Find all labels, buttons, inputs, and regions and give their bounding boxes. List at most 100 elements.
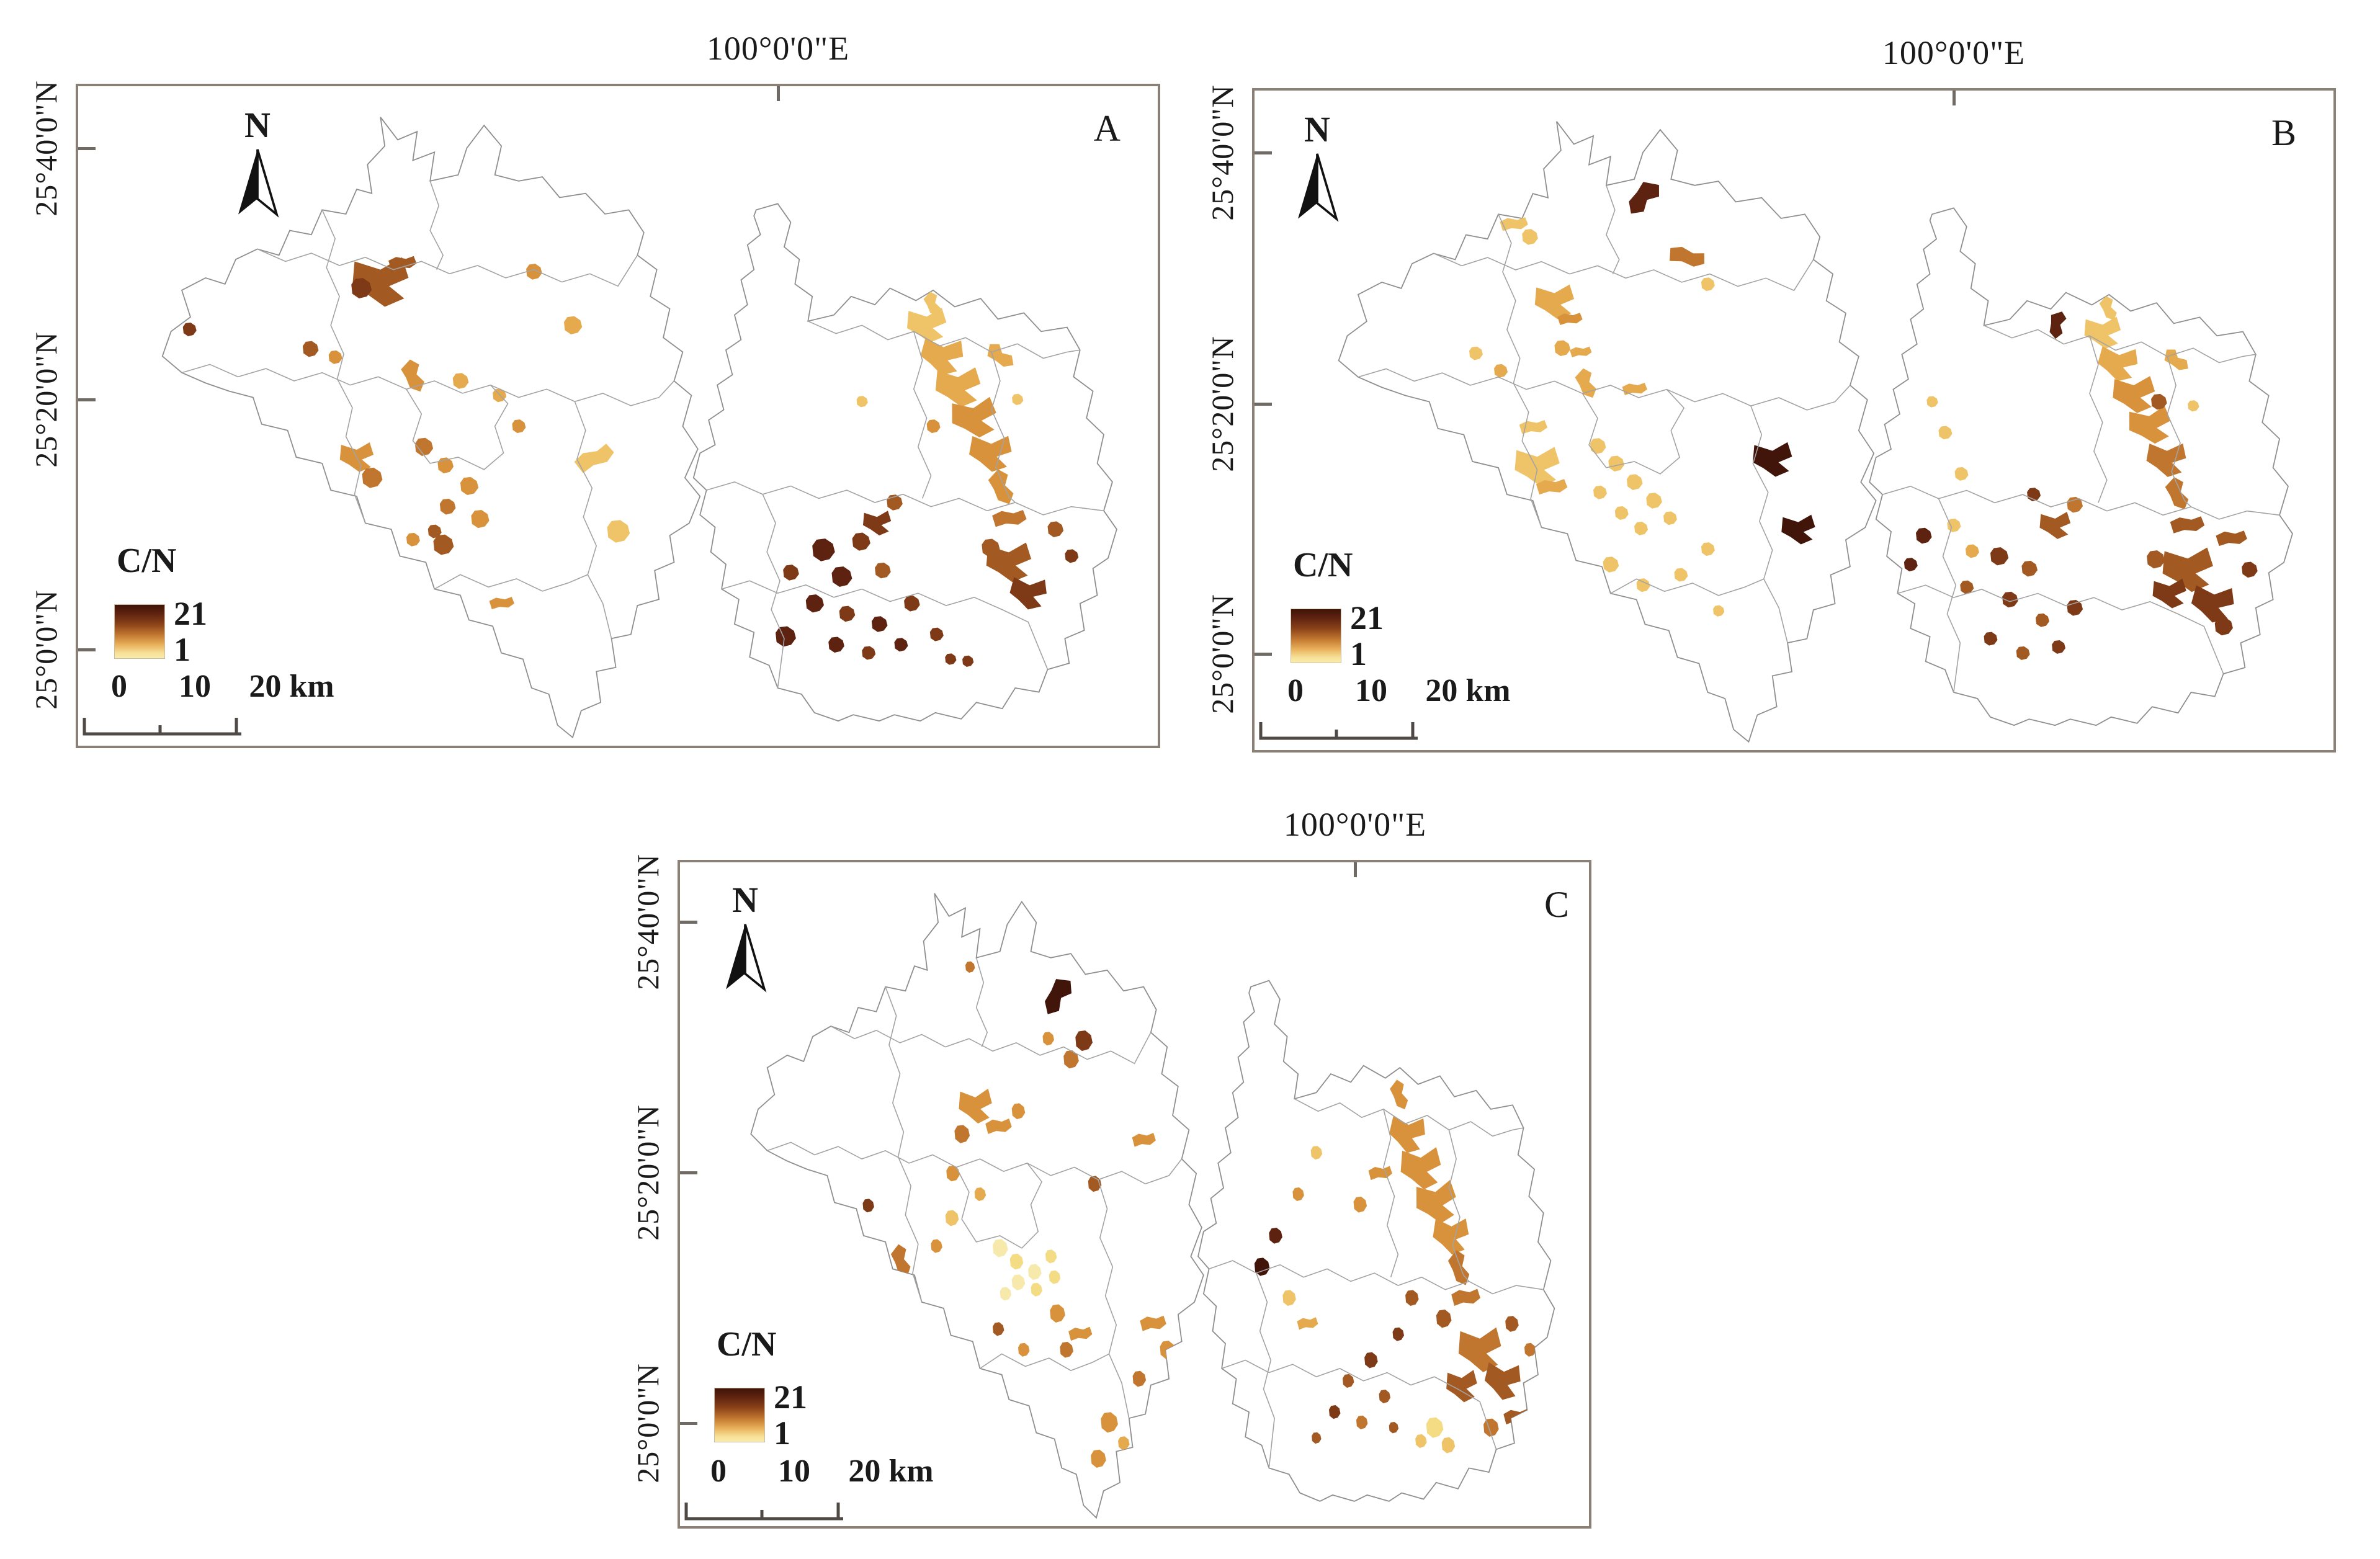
latitude-label-mid: 25°20'0"N <box>1205 336 1240 472</box>
cn-patch <box>1406 1034 1435 1071</box>
county-boundary-line <box>1498 214 1520 383</box>
county-boundary-line <box>1358 369 1850 409</box>
county-boundary-line <box>434 574 588 591</box>
county-boundary-line <box>338 379 365 524</box>
cn-patch <box>341 582 360 601</box>
legend-min-value: 1 <box>1350 635 1367 672</box>
latitude-label-mid: 25°20'0"N <box>29 331 63 468</box>
cn-patch <box>254 455 285 483</box>
legend-min-value: 1 <box>774 1414 790 1452</box>
county-boundary-line <box>1222 1360 1496 1450</box>
county-boundary-line <box>575 401 611 638</box>
county-boundary-line <box>956 1163 1042 1248</box>
county-boundary-line <box>322 210 344 378</box>
cn-patch <box>257 494 278 515</box>
county-boundary-line <box>1256 1273 1274 1468</box>
scale-label-0: 0 <box>710 1454 727 1489</box>
cn-legend: C/N 21 1 <box>1291 545 1477 688</box>
north-arrow-icon <box>1298 153 1339 222</box>
cn-patch <box>389 579 405 596</box>
scale-label-20km: 20 km <box>1425 673 1511 708</box>
county-boundary-line <box>1984 326 2256 363</box>
latitude-label-mid: 25°20'0"N <box>630 1104 665 1241</box>
legend-title: C/N <box>1293 546 1353 584</box>
county-region-west <box>163 117 700 738</box>
county-boundary-line <box>1897 585 2223 674</box>
legend-title: C/N <box>117 542 177 580</box>
north-arrow-icon <box>726 924 767 993</box>
legend-max-value: 21 <box>774 1378 807 1416</box>
cn-patch <box>1033 305 1045 317</box>
county-boundary-line <box>2167 357 2191 507</box>
scale-label-20km: 20 km <box>249 669 334 704</box>
county-boundary-line <box>707 482 1104 515</box>
choropleth-map <box>1255 91 2333 750</box>
cn-patch <box>1075 298 1089 312</box>
legend-gradient-swatch <box>714 1388 765 1442</box>
longitude-label: 100°0'0"E <box>706 30 850 67</box>
scale-label-10: 10 <box>179 669 211 704</box>
map-panel-c: 100°0'0"E 25°40'0"N 25°20'0"N 25°0'0"N N… <box>630 806 1591 1529</box>
county-boundary-line <box>1294 1099 1523 1136</box>
latitude-label-top: 25°40'0"N <box>630 854 665 990</box>
county-boundary-line <box>182 364 674 405</box>
longitude-label: 100°0'0"E <box>1882 34 2026 71</box>
north-label: N <box>1304 109 1330 150</box>
longitude-tick-icon <box>777 86 780 101</box>
scale-bar-icon <box>1259 722 1418 740</box>
county-boundary-line <box>1434 253 1814 290</box>
county-boundary-line <box>1513 383 1541 528</box>
north-arrow: N <box>705 881 785 994</box>
cn-patch <box>166 306 185 324</box>
county-boundary-line <box>980 1354 1109 1370</box>
county-boundary-line <box>1098 1180 1129 1419</box>
latitude-tick-icon <box>680 1422 697 1425</box>
legend-title: C/N <box>717 1325 777 1364</box>
county-boundary-line <box>722 581 1047 669</box>
county-boundary-line <box>914 331 931 498</box>
latitude-tick-icon <box>680 1171 697 1174</box>
county-boundary-line <box>1611 579 1764 596</box>
legend-gradient-swatch <box>114 604 165 659</box>
cn-patch <box>898 1299 914 1318</box>
county-boundary-line <box>257 249 637 286</box>
choropleth-map <box>680 862 1589 1526</box>
north-arrow: N <box>1277 110 1358 223</box>
legend-min-value: 1 <box>174 631 190 668</box>
county-boundary-line <box>831 1026 1151 1063</box>
latitude-tick-icon <box>1255 151 1272 154</box>
county-boundary-line <box>1939 499 1961 692</box>
cn-legend: C/N 21 1 <box>714 1324 900 1467</box>
latitude-label-bottom: 25°0'0"N <box>630 1363 665 1483</box>
county-region-west <box>751 893 1204 1517</box>
county-boundary-line <box>2090 336 2107 503</box>
county-region-east <box>1869 208 2293 725</box>
latitude-label-bottom: 25°0'0"N <box>29 589 63 710</box>
scale-label-10: 10 <box>1355 673 1387 708</box>
latitude-tick-icon <box>78 398 96 401</box>
scale-bar-icon <box>83 718 241 736</box>
county-boundary-line <box>1384 1109 1398 1277</box>
legend-max-value: 21 <box>174 595 207 632</box>
county-boundary-line <box>1449 1130 1469 1281</box>
north-arrow-icon <box>238 149 279 218</box>
cn-patch <box>2251 305 2265 319</box>
county-region-west <box>1339 122 1876 742</box>
county-region-east <box>1198 981 1554 1501</box>
panel-letter: C <box>1544 884 1569 925</box>
county-boundary-line <box>430 181 443 270</box>
map-panel-a: 100°0'0"E 25°40'0"N 25°20'0"N 25°0'0"N N… <box>29 30 1160 748</box>
county-boundary-line <box>977 958 988 1047</box>
county-boundary-line <box>1882 486 2279 519</box>
county-boundary-line <box>991 352 1015 503</box>
longitude-tick-icon <box>1354 862 1357 877</box>
scale-label-0: 0 <box>1287 673 1304 708</box>
county-boundary-line <box>406 385 508 470</box>
latitude-tick-icon <box>680 921 697 924</box>
county-boundary-line <box>808 321 1080 359</box>
north-arrow: N <box>217 106 298 219</box>
panel-letter: B <box>2271 112 2296 153</box>
county-boundary-line <box>1606 185 1619 274</box>
scale-bar-icon <box>684 1503 843 1521</box>
cn-legend: C/N 21 1 <box>114 541 300 684</box>
